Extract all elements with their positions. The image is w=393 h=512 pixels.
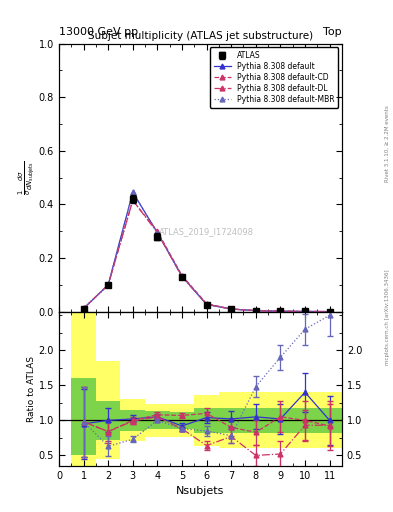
- Pythia 8.308 default-CD: [204, 301, 209, 307]
- Pythia 8.308 default-MBR: [327, 309, 332, 315]
- Pythia 8.308 default-DL: [106, 282, 110, 288]
- Pythia 8.308 default-MBR: [155, 229, 160, 236]
- Text: ATLAS_2019_I1724098: ATLAS_2019_I1724098: [159, 227, 253, 236]
- Pythia 8.308 default-MBR: [81, 306, 86, 312]
- Pythia 8.308 default-MBR: [204, 302, 209, 308]
- Pythia 8.308 default: [155, 229, 160, 236]
- Pythia 8.308 default-MBR: [253, 308, 258, 314]
- Pythia 8.308 default-DL: [327, 309, 332, 315]
- Pythia 8.308 default-CD: [155, 228, 160, 234]
- Pythia 8.308 default: [81, 306, 86, 312]
- Pythia 8.308 default-CD: [229, 306, 233, 312]
- Pythia 8.308 default-CD: [106, 282, 110, 288]
- Pythia 8.308 default: [204, 302, 209, 308]
- Pythia 8.308 default-MBR: [106, 282, 110, 288]
- Text: mcplots.cern.ch [arXiv:1306.3436]: mcplots.cern.ch [arXiv:1306.3436]: [385, 270, 390, 365]
- Pythia 8.308 default: [180, 273, 184, 280]
- Pythia 8.308 default-DL: [229, 306, 233, 312]
- Pythia 8.308 default: [106, 282, 110, 288]
- Text: Top: Top: [323, 27, 342, 37]
- Y-axis label: $\frac{1}{\sigma}\frac{d\sigma}{dN_{\mathrm{subjets}}}$: $\frac{1}{\sigma}\frac{d\sigma}{dN_{\mat…: [17, 160, 37, 195]
- Text: Rivet 3.1.10, ≥ 2.2M events: Rivet 3.1.10, ≥ 2.2M events: [385, 105, 390, 182]
- Pythia 8.308 default-MBR: [229, 306, 233, 312]
- Pythia 8.308 default: [130, 189, 135, 196]
- Pythia 8.308 default-DL: [130, 197, 135, 203]
- Line: Pythia 8.308 default-CD: Pythia 8.308 default-CD: [81, 198, 332, 314]
- Title: Subjet multiplicity (ATLAS jet substructure): Subjet multiplicity (ATLAS jet substruct…: [88, 31, 313, 41]
- Line: Pythia 8.308 default-DL: Pythia 8.308 default-DL: [81, 198, 332, 314]
- Pythia 8.308 default-DL: [81, 306, 86, 312]
- Line: Pythia 8.308 default-MBR: Pythia 8.308 default-MBR: [81, 190, 332, 314]
- Pythia 8.308 default: [278, 308, 283, 314]
- Pythia 8.308 default-DL: [155, 229, 160, 236]
- Pythia 8.308 default-MBR: [278, 308, 283, 314]
- Pythia 8.308 default: [303, 308, 307, 314]
- Pythia 8.308 default-DL: [278, 308, 283, 314]
- Pythia 8.308 default-MBR: [180, 273, 184, 280]
- X-axis label: Nsubjets: Nsubjets: [176, 486, 225, 496]
- Pythia 8.308 default-MBR: [130, 189, 135, 196]
- Pythia 8.308 default: [327, 309, 332, 315]
- Text: 13000 GeV pp: 13000 GeV pp: [59, 27, 138, 37]
- Pythia 8.308 default: [229, 306, 233, 312]
- Pythia 8.308 default-CD: [130, 197, 135, 203]
- Pythia 8.308 default-DL: [303, 308, 307, 314]
- Pythia 8.308 default-MBR: [303, 308, 307, 314]
- Pythia 8.308 default-DL: [204, 301, 209, 307]
- Pythia 8.308 default-CD: [327, 309, 332, 315]
- Pythia 8.308 default-CD: [81, 306, 86, 312]
- Pythia 8.308 default: [253, 308, 258, 314]
- Y-axis label: Ratio to ATLAS: Ratio to ATLAS: [27, 356, 36, 422]
- Pythia 8.308 default-DL: [253, 308, 258, 314]
- Pythia 8.308 default-CD: [180, 272, 184, 279]
- Line: Pythia 8.308 default: Pythia 8.308 default: [81, 190, 332, 314]
- Pythia 8.308 default-CD: [303, 308, 307, 314]
- Legend: ATLAS, Pythia 8.308 default, Pythia 8.308 default-CD, Pythia 8.308 default-DL, P: ATLAS, Pythia 8.308 default, Pythia 8.30…: [210, 47, 338, 108]
- Pythia 8.308 default-DL: [180, 274, 184, 280]
- Pythia 8.308 default-CD: [278, 308, 283, 314]
- Pythia 8.308 default-CD: [253, 308, 258, 314]
